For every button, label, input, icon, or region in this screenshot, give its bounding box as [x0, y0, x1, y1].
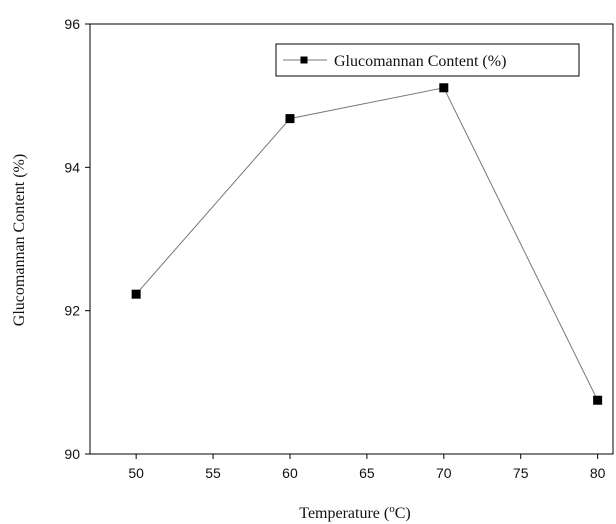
series-line [135, 87, 599, 401]
x-tick-label: 80 [590, 465, 606, 481]
data-point [285, 114, 295, 124]
x-tick-label: 60 [282, 465, 298, 481]
data-point [131, 289, 141, 299]
plot-frame [89, 23, 614, 455]
x-axis-title-superscript: o [389, 503, 395, 515]
data-point [439, 83, 449, 93]
legend: Glucomannan Content (%) [275, 43, 580, 77]
x-tick-label: 55 [205, 465, 221, 481]
data-point [593, 395, 603, 405]
x-axis-title-suffix: C) [395, 505, 411, 522]
series-layer [131, 83, 603, 405]
x-tick-label: 70 [436, 465, 452, 481]
legend-label: Glucomannan Content (%) [334, 53, 506, 70]
x-tick-label: 50 [128, 465, 144, 481]
x-axis-title: Temperature (oC) [299, 503, 410, 522]
y-tick-label: 96 [64, 16, 80, 32]
x-tick-label: 65 [359, 465, 375, 481]
y-tick-label: 90 [64, 446, 80, 462]
x-axis-ticks: 50 55 60 65 70 75 80 [128, 454, 606, 481]
legend-marker [300, 56, 308, 64]
y-tick-label: 94 [64, 159, 80, 175]
y-axis-ticks: 90 92 94 96 [64, 16, 90, 462]
y-axis-title: Glucomannan Content (%) [11, 154, 28, 326]
y-tick-label: 92 [64, 303, 80, 319]
x-tick-label: 75 [513, 465, 529, 481]
x-axis-title-main: Temperature ( [299, 505, 389, 522]
